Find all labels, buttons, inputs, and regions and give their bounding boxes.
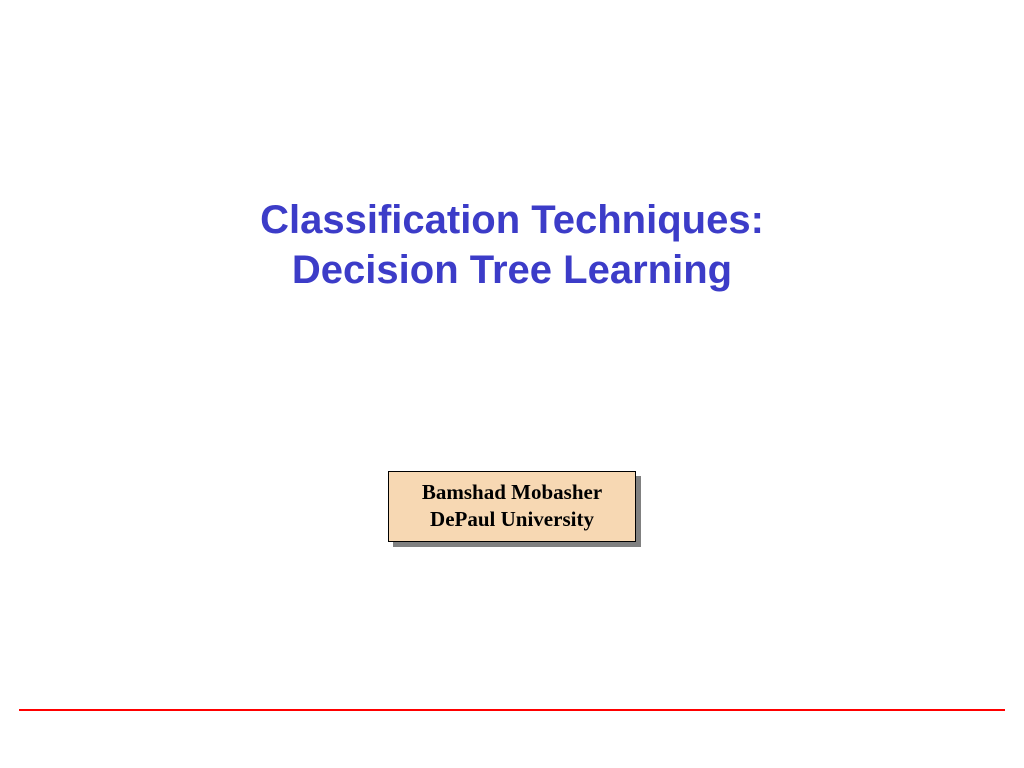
title-line-1: Classification Techniques:	[0, 195, 1024, 245]
footer-rule	[19, 709, 1005, 711]
slide-title: Classification Techniques: Decision Tree…	[0, 195, 1024, 295]
title-line-2: Decision Tree Learning	[0, 245, 1024, 295]
slide-container: Classification Techniques: Decision Tree…	[0, 0, 1024, 768]
author-box: Bamshad Mobasher DePaul University	[388, 471, 636, 542]
author-affiliation: DePaul University	[396, 506, 628, 533]
author-name: Bamshad Mobasher	[396, 479, 628, 506]
